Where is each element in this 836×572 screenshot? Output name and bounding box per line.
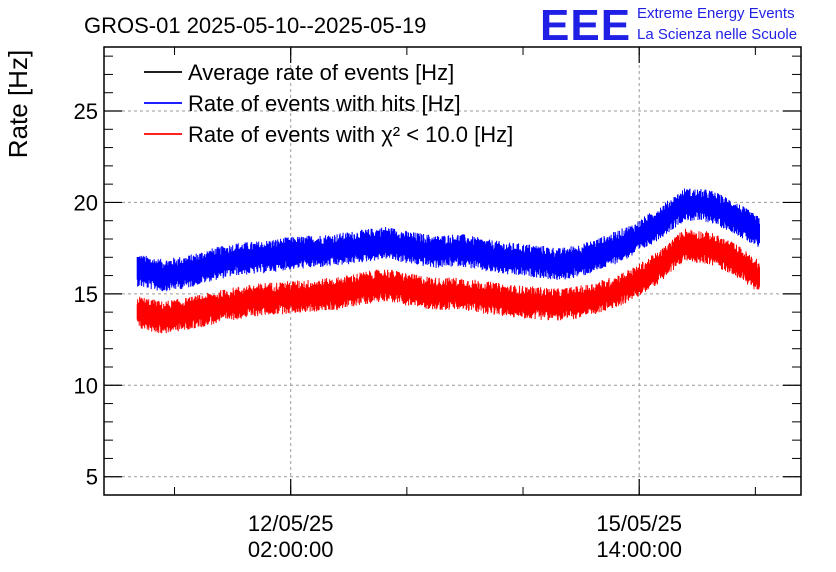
x-tick-label-date: 15/05/25	[596, 511, 682, 536]
y-tick-label: 5	[86, 465, 98, 490]
legend-entry: Rate of events with hits [Hz]	[188, 91, 461, 116]
logo-line-2: La Scienza nelle Scuole	[637, 26, 797, 43]
logo-line-1: Extreme Energy Events	[637, 5, 795, 22]
y-tick-label: 10	[74, 373, 98, 398]
y-axis-label: Rate [Hz]	[3, 50, 33, 158]
y-tick-label: 15	[74, 282, 98, 307]
x-tick-label-date: 12/05/25	[248, 511, 334, 536]
legend-entry: Average rate of events [Hz]	[188, 60, 454, 85]
x-tick-label-time: 14:00:00	[596, 537, 682, 562]
legend: Average rate of events [Hz] Rate of event…	[144, 60, 513, 147]
series-line-1	[136, 188, 760, 292]
y-tick-label: 20	[74, 190, 98, 215]
legend-entry: Rate of events with χ² < 10.0 [Hz]	[188, 122, 513, 147]
y-tick-label: 25	[74, 99, 98, 124]
series-line-2	[136, 228, 760, 334]
chart-title: GROS-01 2025-05-10--2025-05-19	[84, 13, 426, 38]
logo-text: EEE	[540, 1, 631, 50]
plot-frame	[103, 46, 802, 496]
eee-logo: EEE Extreme Energy Events La Scienza nel…	[540, 1, 797, 50]
series-layer	[136, 188, 760, 334]
x-tick-label-time: 02:00:00	[248, 537, 334, 562]
